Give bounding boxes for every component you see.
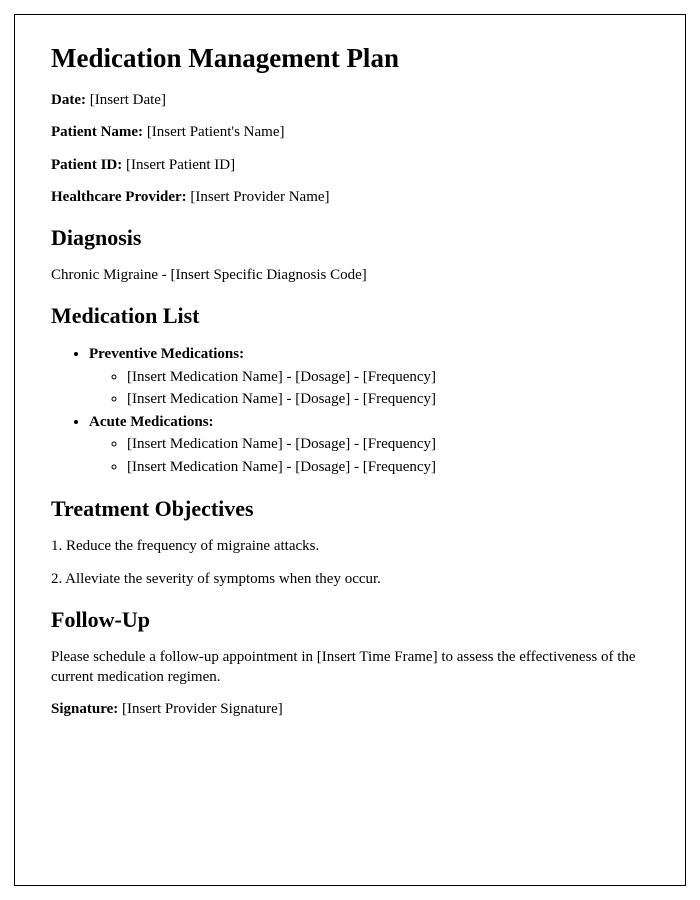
page-title: Medication Management Plan	[51, 43, 649, 74]
document-container: Medication Management Plan Date: [Insert…	[14, 14, 686, 886]
follow-up-text: Please schedule a follow-up appointment …	[51, 647, 649, 688]
med-category-acute: Acute Medications: [Insert Medication Na…	[89, 411, 649, 479]
treatment-objectives-heading: Treatment Objectives	[51, 496, 649, 522]
signature-value: [Insert Provider Signature]	[118, 701, 283, 717]
signature-field: Signature: [Insert Provider Signature]	[51, 699, 649, 719]
list-item: [Insert Medication Name] - [Dosage] - [F…	[127, 388, 649, 411]
list-item: [Insert Medication Name] - [Dosage] - [F…	[127, 433, 649, 456]
date-field: Date: [Insert Date]	[51, 90, 649, 110]
follow-up-heading: Follow-Up	[51, 607, 649, 633]
patient-id-label: Patient ID:	[51, 157, 122, 173]
acute-label: Acute Medications:	[89, 414, 214, 430]
preventive-items: [Insert Medication Name] - [Dosage] - [F…	[89, 366, 649, 411]
objective-1: 1. Reduce the frequency of migraine atta…	[51, 536, 649, 556]
provider-label: Healthcare Provider:	[51, 189, 187, 205]
patient-name-field: Patient Name: [Insert Patient's Name]	[51, 122, 649, 142]
date-label: Date:	[51, 92, 86, 108]
signature-label: Signature:	[51, 701, 118, 717]
list-item: [Insert Medication Name] - [Dosage] - [F…	[127, 366, 649, 389]
diagnosis-heading: Diagnosis	[51, 225, 649, 251]
medication-list-heading: Medication List	[51, 303, 649, 329]
list-item: [Insert Medication Name] - [Dosage] - [F…	[127, 456, 649, 479]
medication-list: Preventive Medications: [Insert Medicati…	[51, 343, 649, 478]
patient-name-label: Patient Name:	[51, 124, 143, 140]
med-category-preventive: Preventive Medications: [Insert Medicati…	[89, 343, 649, 411]
provider-field: Healthcare Provider: [Insert Provider Na…	[51, 187, 649, 207]
date-value: [Insert Date]	[86, 92, 166, 108]
patient-id-value: [Insert Patient ID]	[122, 157, 235, 173]
provider-value: [Insert Provider Name]	[187, 189, 330, 205]
patient-id-field: Patient ID: [Insert Patient ID]	[51, 155, 649, 175]
preventive-label: Preventive Medications:	[89, 346, 244, 362]
patient-name-value: [Insert Patient's Name]	[143, 124, 284, 140]
diagnosis-text: Chronic Migraine - [Insert Specific Diag…	[51, 265, 649, 285]
acute-items: [Insert Medication Name] - [Dosage] - [F…	[89, 433, 649, 478]
objective-2: 2. Alleviate the severity of symptoms wh…	[51, 569, 649, 589]
